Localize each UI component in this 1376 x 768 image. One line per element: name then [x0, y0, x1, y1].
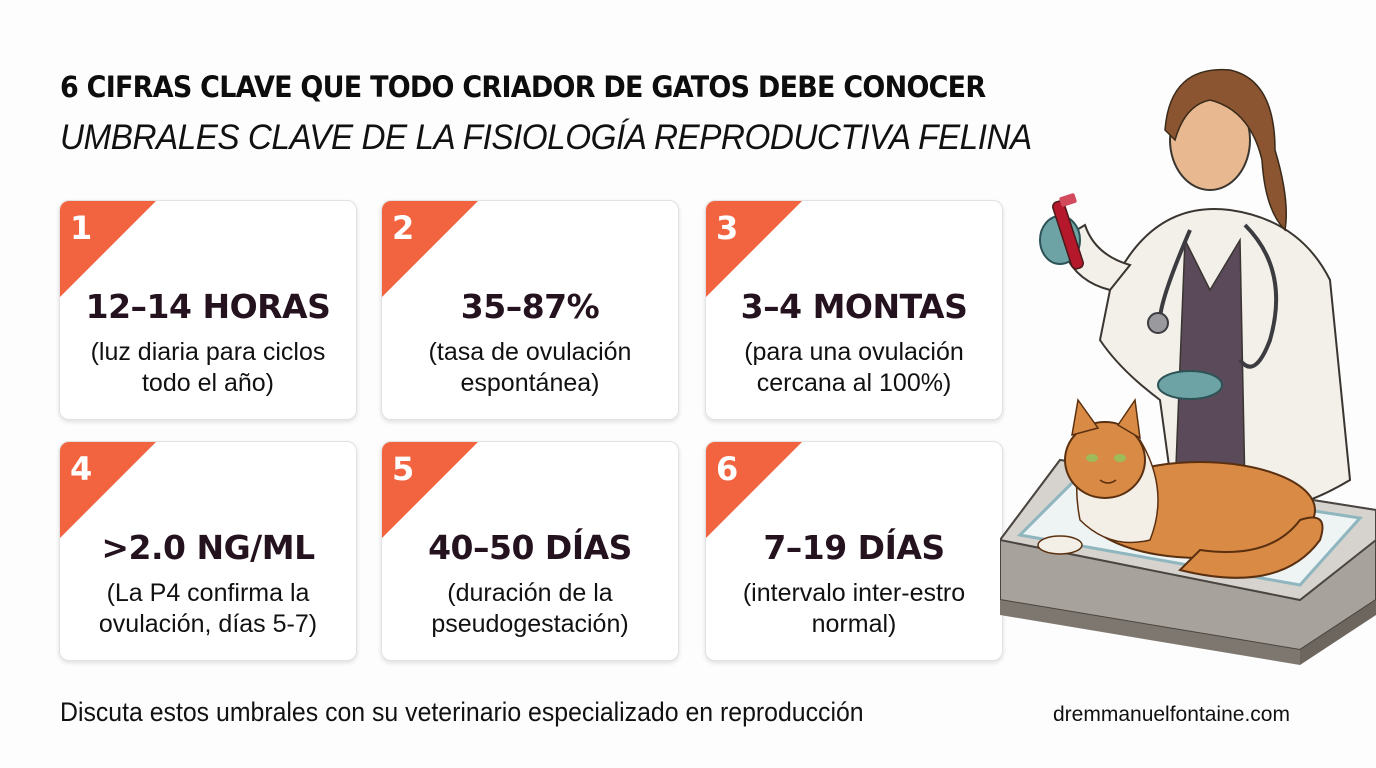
corner-badge	[706, 201, 802, 297]
stat-card-3: 3 3–4 MONTAS (para una ovulación cercana…	[705, 200, 1003, 420]
card-description: (duración de la pseudogestación)	[382, 578, 678, 640]
card-description: (tasa de ovulación espontánea)	[382, 337, 678, 399]
page-title: 6 CIFRAS CLAVE QUE TODO CRIADOR DE GATOS…	[60, 70, 986, 104]
card-number: 3	[716, 209, 739, 247]
card-description-line2: pseudogestación)	[431, 610, 629, 638]
card-description: (La P4 confirma la ovulación, días 5-7)	[60, 578, 356, 640]
card-description-line2: normal)	[811, 610, 897, 638]
corner-badge	[706, 442, 802, 538]
stat-card-1: 1 12–14 HORAS (luz diaria para ciclos to…	[59, 200, 357, 420]
card-value: 12–14 HORAS	[85, 287, 331, 326]
corner-badge	[60, 442, 156, 538]
footer-disclaimer: Discuta estos umbrales con su veterinari…	[60, 697, 864, 727]
card-value: 35–87%	[460, 287, 600, 326]
card-description-line1: (La P4 confirma la	[106, 579, 310, 607]
card-description-line2: cercana al 100%)	[756, 369, 952, 397]
corner-badge	[382, 442, 478, 538]
corner-badge	[382, 201, 478, 297]
stat-card-4: 4 >2.0 NG/ML (La P4 confirma la ovulació…	[59, 441, 357, 661]
card-description-line1: (intervalo inter-estro	[742, 579, 966, 607]
card-number: 6	[716, 450, 739, 488]
stat-card-6: 6 7–19 DÍAS (intervalo inter-estro norma…	[705, 441, 1003, 661]
veterinarian-figure	[1039, 68, 1352, 511]
card-description-line2: ovulación, días 5-7)	[98, 610, 318, 638]
card-number: 1	[70, 209, 93, 247]
card-description: (luz diaria para ciclos todo el año)	[60, 337, 356, 399]
card-value: 40–50 DÍAS	[428, 528, 632, 567]
card-description-line2: todo el año)	[141, 369, 275, 397]
card-description-line1: (duración de la	[447, 579, 613, 607]
card-number: 5	[392, 450, 415, 488]
card-value: >2.0 NG/ML	[101, 528, 315, 567]
cat-icon	[1037, 397, 1324, 579]
card-description: (para una ovulación cercana al 100%)	[706, 337, 1002, 399]
card-description-line1: (luz diaria para ciclos	[90, 338, 326, 366]
card-number: 4	[70, 450, 93, 488]
page-subtitle: UMBRALES CLAVE DE LA FISIOLOGÍA REPRODUC…	[60, 118, 1032, 157]
veterinarian-with-cat-illustration	[1000, 68, 1376, 665]
stat-card-2: 2 35–87% (tasa de ovulación espontánea)	[381, 200, 679, 420]
card-value: 3–4 MONTAS	[740, 287, 968, 326]
card-description: (intervalo inter-estro normal)	[706, 578, 1002, 640]
stat-card-5: 5 40–50 DÍAS (duración de la pseudogesta…	[381, 441, 679, 661]
card-value: 7–19 DÍAS	[763, 528, 945, 567]
card-number: 2	[392, 209, 415, 247]
card-description-line2: espontánea)	[460, 369, 600, 397]
card-description-line1: (tasa de ovulación	[428, 338, 632, 366]
card-description-line1: (para una ovulación	[744, 338, 964, 366]
corner-badge	[60, 201, 156, 297]
footer-website: dremmanuelfontaine.com	[1053, 703, 1290, 726]
